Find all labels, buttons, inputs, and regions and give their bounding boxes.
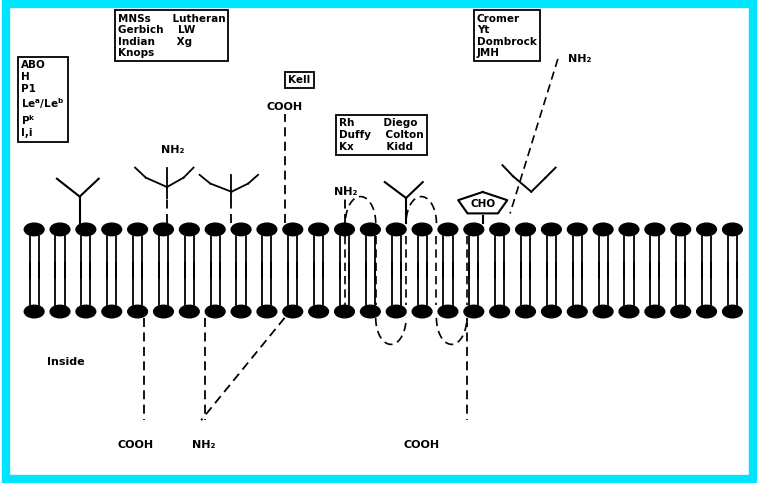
Circle shape xyxy=(541,305,561,318)
Circle shape xyxy=(412,223,432,236)
Circle shape xyxy=(206,305,225,318)
Circle shape xyxy=(697,223,716,236)
Circle shape xyxy=(50,223,70,236)
Circle shape xyxy=(697,305,716,318)
Text: COOH: COOH xyxy=(117,440,153,450)
Circle shape xyxy=(283,223,303,236)
Circle shape xyxy=(206,223,225,236)
Circle shape xyxy=(76,223,96,236)
Circle shape xyxy=(76,305,96,318)
Circle shape xyxy=(619,305,639,318)
Circle shape xyxy=(361,223,380,236)
Circle shape xyxy=(412,305,432,318)
Circle shape xyxy=(309,305,329,318)
Circle shape xyxy=(102,305,121,318)
Text: Kell: Kell xyxy=(288,75,310,85)
Circle shape xyxy=(335,223,354,236)
Circle shape xyxy=(50,305,70,318)
Circle shape xyxy=(671,223,691,236)
Circle shape xyxy=(438,305,458,318)
Circle shape xyxy=(386,223,406,236)
Circle shape xyxy=(102,223,121,236)
Text: CHO: CHO xyxy=(470,199,496,209)
Circle shape xyxy=(723,305,742,318)
Text: COOH: COOH xyxy=(266,102,303,112)
Circle shape xyxy=(361,305,380,318)
Circle shape xyxy=(309,223,329,236)
Circle shape xyxy=(257,305,277,318)
Circle shape xyxy=(257,223,277,236)
Circle shape xyxy=(594,305,613,318)
Circle shape xyxy=(335,305,354,318)
Circle shape xyxy=(283,305,303,318)
Circle shape xyxy=(541,223,561,236)
Circle shape xyxy=(231,223,251,236)
Circle shape xyxy=(464,223,483,236)
Circle shape xyxy=(24,305,44,318)
Circle shape xyxy=(179,223,199,236)
Circle shape xyxy=(671,305,691,318)
Text: ABO
H
P1
$\mathregular{Le^a}$/$\mathregular{Le^b}$
$\mathregular{P^k}$
I,i: ABO H P1 $\mathregular{Le^a}$/$\mathregu… xyxy=(21,60,65,139)
Circle shape xyxy=(594,223,613,236)
Circle shape xyxy=(386,305,406,318)
Circle shape xyxy=(153,223,173,236)
Text: COOH: COOH xyxy=(403,440,439,450)
Circle shape xyxy=(490,305,509,318)
Text: NH₂: NH₂ xyxy=(192,440,215,450)
Text: NH₂: NH₂ xyxy=(334,187,357,198)
Text: NH₂: NH₂ xyxy=(568,54,591,64)
Circle shape xyxy=(515,223,535,236)
Circle shape xyxy=(645,305,665,318)
Circle shape xyxy=(515,305,535,318)
Circle shape xyxy=(24,223,44,236)
Circle shape xyxy=(179,305,199,318)
Circle shape xyxy=(231,305,251,318)
Text: MNSs      Lutheran
Gerbich    LW
Indian      Xg
Knops: MNSs Lutheran Gerbich LW Indian Xg Knops xyxy=(118,14,225,58)
Circle shape xyxy=(128,305,147,318)
Circle shape xyxy=(619,223,639,236)
Circle shape xyxy=(645,223,665,236)
Circle shape xyxy=(464,305,483,318)
Circle shape xyxy=(490,223,509,236)
Text: NH₂: NH₂ xyxy=(162,144,184,155)
Circle shape xyxy=(723,223,742,236)
Text: Inside: Inside xyxy=(47,356,85,367)
Circle shape xyxy=(438,223,458,236)
Text: Cromer
Yt
Dombrock
JMH: Cromer Yt Dombrock JMH xyxy=(477,14,537,58)
Circle shape xyxy=(128,223,147,236)
Text: Rh        Diego
Duffy    Colton
Kx         Kidd: Rh Diego Duffy Colton Kx Kidd xyxy=(339,118,424,152)
Circle shape xyxy=(568,223,587,236)
Circle shape xyxy=(153,305,173,318)
Circle shape xyxy=(568,305,587,318)
